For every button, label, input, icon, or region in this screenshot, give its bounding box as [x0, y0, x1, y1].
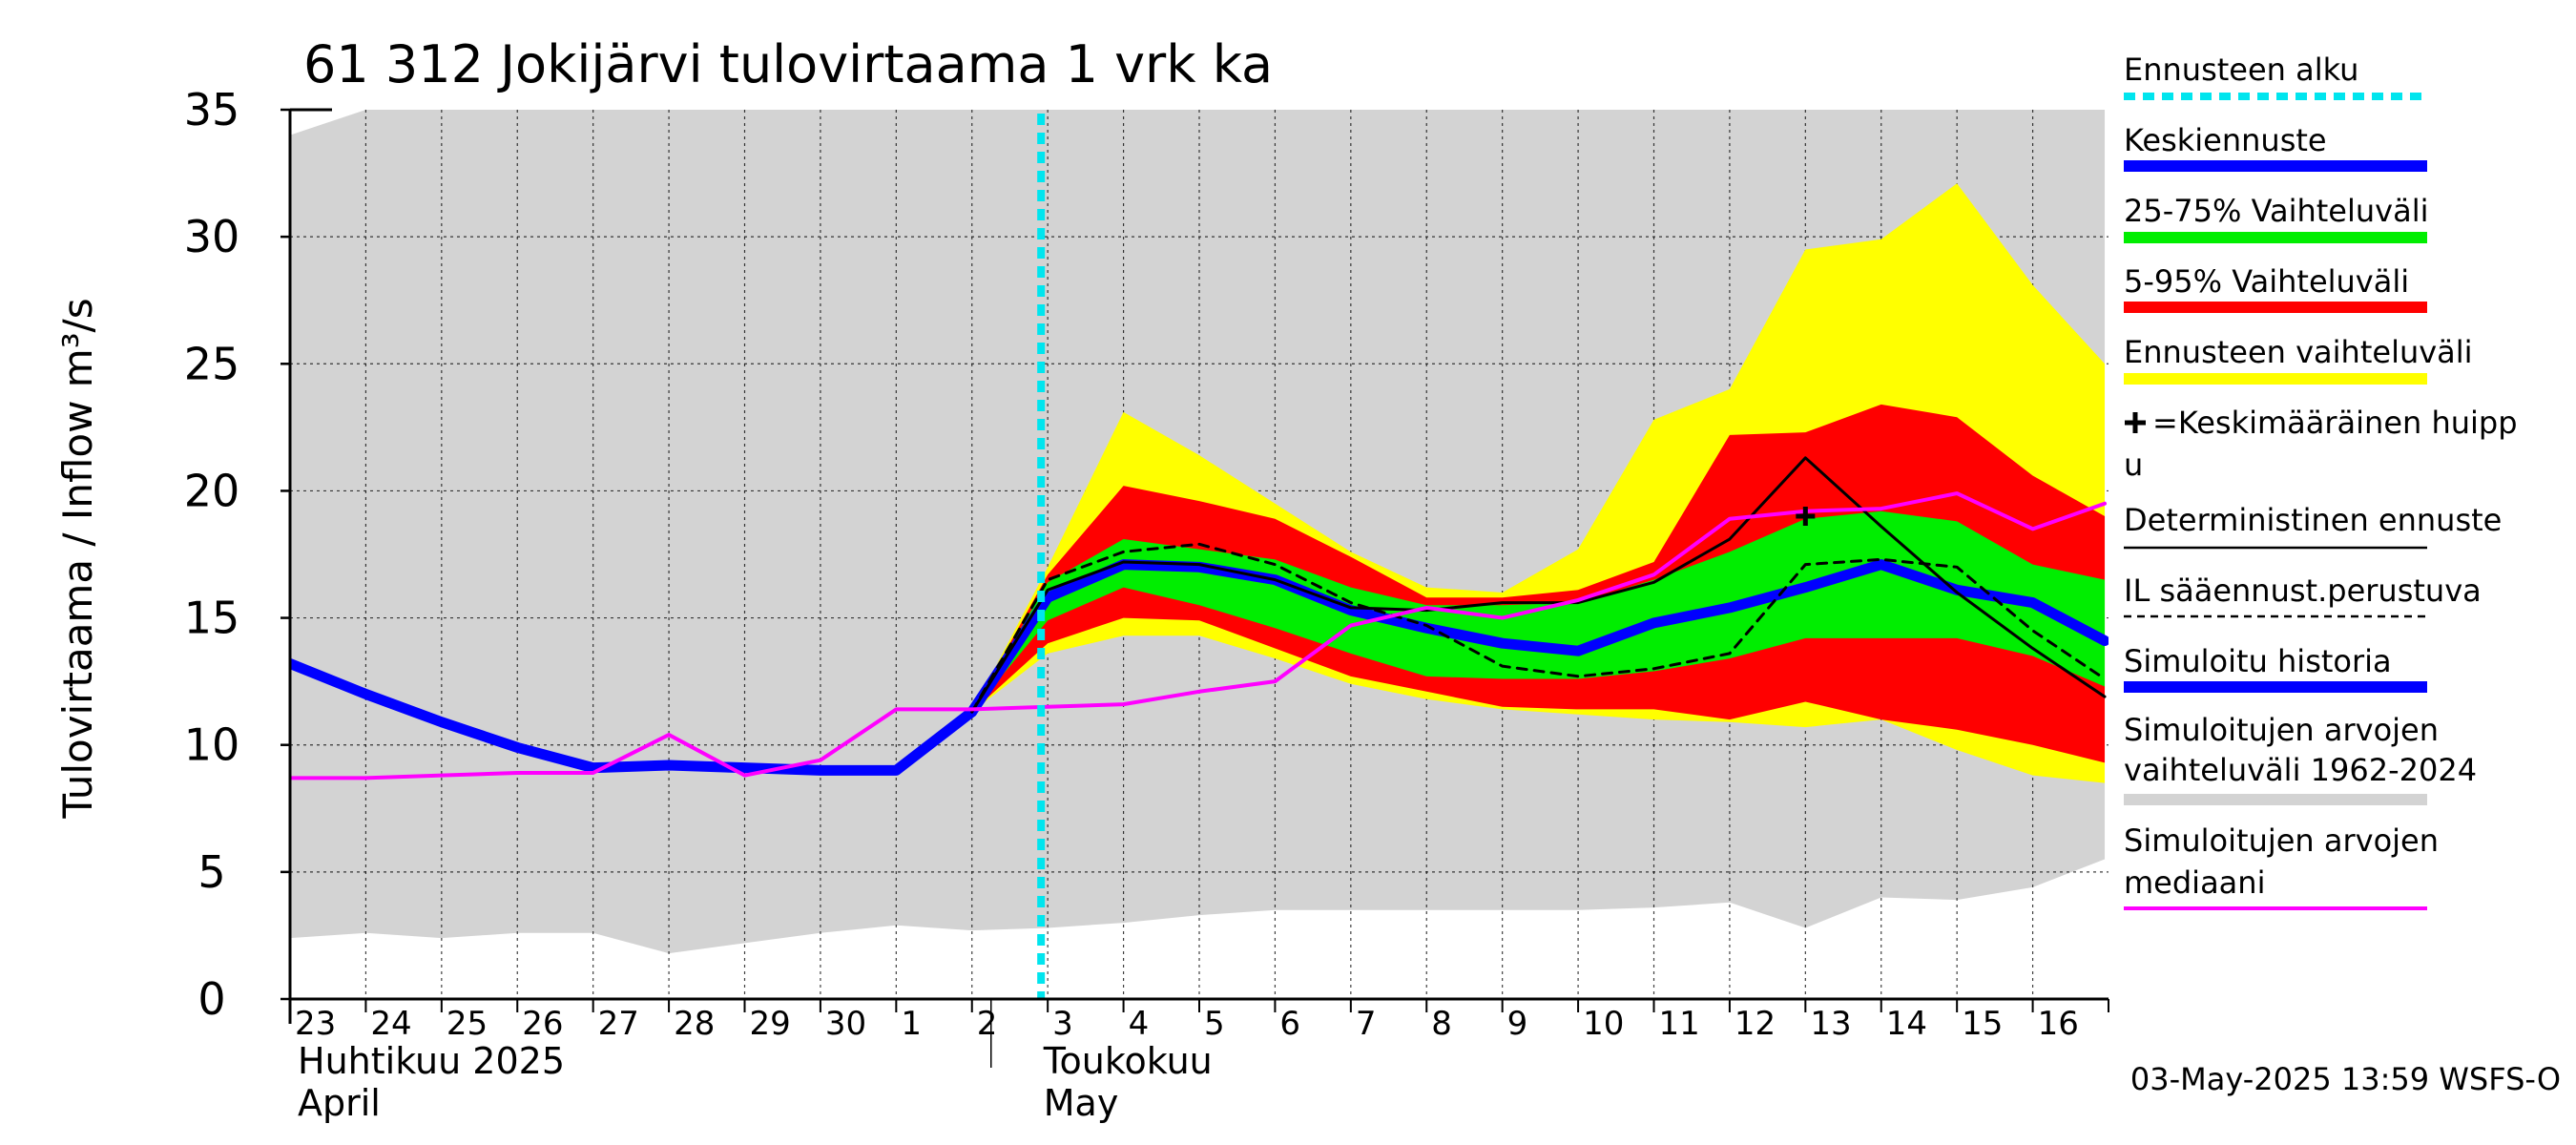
x-tick-label: 25 [447, 1005, 488, 1043]
y-axis-label: Tulovirtaama / Inflow m³/s [54, 298, 101, 819]
range-25-75-band [971, 510, 2106, 713]
legend-label: Simuloitujen arvojen [2124, 712, 2439, 748]
legend-label: Deterministinen ennuste [2124, 502, 2502, 538]
legend-label: Simuloitujen arvojen [2124, 822, 2439, 859]
x-tick-label: 5 [1204, 1005, 1225, 1043]
x-tick-label: 13 [1810, 1005, 1851, 1043]
y-tick-label: 0 [197, 973, 225, 1025]
legend-label: =Keskimääräinen huipp [2152, 405, 2518, 441]
plot-layers [290, 110, 2109, 999]
range-5-95-band [971, 404, 2106, 763]
x-tick-label: 29 [750, 1005, 791, 1043]
x-tick-label: 6 [1279, 1005, 1300, 1043]
y-tick-label: 35 [184, 84, 240, 135]
legend-label: vaihteluväli 1962-2024 [2124, 752, 2477, 788]
mean-peak-marker [1796, 507, 1816, 527]
series-keskiennuste [966, 559, 2109, 718]
x-tick-label: 10 [1583, 1005, 1624, 1043]
x-tick-label: 14 [1886, 1005, 1927, 1043]
x-tick-label: 8 [1431, 1005, 1452, 1043]
y-tick-label: 30 [184, 211, 240, 262]
month-label-en: April [298, 1082, 381, 1124]
x-tick-label: 1 [901, 1005, 922, 1043]
chart-title: 61 312 Jokijärvi tulovirtaama 1 vrk ka [303, 34, 1273, 94]
x-tick-label: 26 [522, 1005, 563, 1043]
month-label: Toukokuu [1043, 1040, 1213, 1082]
x-tick-label: 12 [1735, 1005, 1776, 1043]
series-il-s-ennust-perustuva [970, 542, 2107, 714]
legend-label: Ennusteen alku [2124, 52, 2358, 88]
legend-label: u [2124, 447, 2143, 483]
legend-label: IL sääennust.perustuva [2124, 572, 2482, 609]
legend-label: mediaani [2124, 864, 2265, 901]
x-tick-label: 23 [295, 1005, 336, 1043]
x-tick-label: 15 [1962, 1005, 2003, 1043]
x-tick-label: 30 [825, 1005, 866, 1043]
legend-label: 5-95% Vaihteluväli [2124, 263, 2409, 300]
timestamp: 03-May-2025 13:59 WSFS-O [2130, 1061, 2561, 1097]
y-tick-label: 25 [184, 338, 240, 389]
series-deterministinen-ennuste [970, 456, 2107, 714]
y-tick-label: 10 [184, 719, 240, 771]
y-tick-label: 5 [197, 846, 225, 898]
legend-label: Simuloitu historia [2124, 643, 2392, 679]
x-tick-label: 3 [1052, 1005, 1073, 1043]
month-label-en: May [1044, 1082, 1119, 1124]
x-tick-label: 27 [598, 1005, 639, 1043]
legend: Ennusteen alku Keskiennuste 25-75% Vaihtel… [2124, 52, 2518, 910]
legend-label: Ennusteen vaihteluväli [2124, 334, 2473, 370]
x-tick-label: 28 [674, 1005, 715, 1043]
y-tick-label: 15 [184, 593, 240, 644]
y-tick-label: 20 [184, 465, 240, 516]
legend-label: 25-75% Vaihteluväli [2124, 193, 2428, 229]
x-tick-label: 11 [1659, 1005, 1700, 1043]
x-tick-label: 9 [1507, 1005, 1528, 1043]
x-tick-label: 2 [977, 1005, 998, 1043]
series-simuloitu-historia [290, 658, 978, 776]
x-tick-label: 4 [1129, 1005, 1150, 1043]
x-tick-label: 16 [2038, 1005, 2079, 1043]
legend-label: Keskiennuste [2124, 122, 2327, 158]
x-tick-label: 7 [1356, 1005, 1377, 1043]
month-label: Huhtikuu 2025 [298, 1040, 565, 1082]
plot-area [290, 110, 2109, 999]
legend-marker [2125, 412, 2146, 433]
x-tick-label: 24 [370, 1005, 411, 1043]
